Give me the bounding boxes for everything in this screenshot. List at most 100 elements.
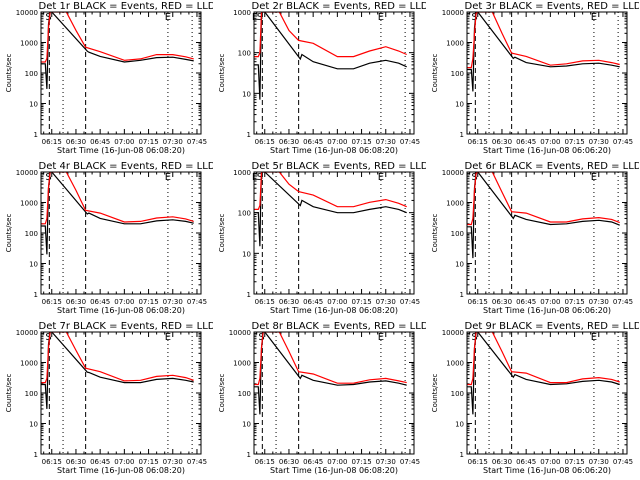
y-tick-label: 10000 — [442, 329, 464, 337]
series-group — [254, 332, 407, 415]
series-group — [254, 172, 407, 247]
x-tick-label: 07:00 — [114, 298, 134, 306]
y-tick-label: 10 — [29, 421, 38, 429]
x-tick-label: 07:15 — [138, 458, 158, 466]
x-axis-label: Start Time (16-Jun-08 06:08:20) — [57, 306, 185, 315]
panel-det-7r: Det 7r BLACK = Events, RED = LLD Counts/s… — [0, 320, 213, 480]
y-axis-label: Counts/sec — [431, 54, 439, 93]
y-tick-label: 100 — [238, 390, 251, 398]
plot-frame — [40, 11, 202, 135]
y-axis-label: Counts/sec — [5, 54, 13, 93]
y-axis-label: Counts/sec — [218, 374, 226, 413]
x-tick-label: 06:30 — [66, 138, 86, 146]
series-line-lld — [467, 172, 620, 226]
marker-letter: S — [257, 172, 263, 183]
x-tick-label: 07:15 — [564, 138, 584, 146]
x-axis-label: Start Time (16-Jun-08 06:08:20) — [270, 466, 398, 475]
x-tick-label: 06:45 — [516, 458, 536, 466]
y-tick-label: 10000 — [442, 9, 464, 17]
x-tick-label: 06:15 — [42, 458, 62, 466]
series-line-lld — [254, 332, 407, 386]
chart-svg: Det 2r BLACK = Events, RED = LLD Counts/s… — [218, 1, 426, 155]
y-tick-label: 10 — [29, 261, 38, 269]
y-tick-label: 1000 — [20, 40, 38, 48]
chart-title: Det 9r BLACK = Events, RED = LLD — [465, 321, 639, 332]
marker-letter: S — [45, 12, 51, 23]
x-tick-label: 07:15 — [138, 138, 158, 146]
x-tick-label: 06:45 — [303, 138, 323, 146]
series-line-lld — [41, 332, 194, 384]
plot-frame — [466, 11, 628, 135]
y-tick-label: 10 — [242, 421, 251, 429]
x-tick-label: 07:45 — [187, 458, 207, 466]
chart-svg: Det 5r BLACK = Events, RED = LLD Counts/s… — [218, 161, 426, 315]
x-tick-label: 07:00 — [540, 138, 560, 146]
chart-svg: Det 3r BLACK = Events, RED = LLD Counts/s… — [431, 1, 639, 155]
x-tick-label: 07:00 — [540, 298, 560, 306]
y-tick-label: 10000 — [16, 169, 38, 177]
marker-letter: S — [471, 12, 477, 23]
x-tick-label: 06:30 — [279, 138, 299, 146]
panel-det-2r: Det 2r BLACK = Events, RED = LLD Counts/s… — [213, 0, 426, 160]
y-tick-label: 1 — [34, 451, 38, 459]
x-tick-label: 06:45 — [303, 458, 323, 466]
x-tick-label: 06:15 — [468, 138, 488, 146]
marker-letter: E — [165, 172, 171, 183]
y-tick-label: 10 — [455, 101, 464, 109]
x-tick-label: 06:45 — [90, 298, 110, 306]
y-tick-label: 100 — [451, 230, 464, 238]
y-tick-label: 100 — [451, 70, 464, 78]
x-tick-label: 07:30 — [589, 458, 609, 466]
x-tick-label: 07:30 — [376, 298, 396, 306]
panel-det-3r: Det 3r BLACK = Events, RED = LLD Counts/s… — [426, 0, 639, 160]
y-tick-label: 100 — [25, 230, 38, 238]
y-tick-label: 1000 — [446, 360, 464, 368]
y-tick-label: 100 — [238, 50, 251, 58]
x-axis-label: Start Time (16-Jun-08 06:06:20) — [483, 146, 611, 155]
x-tick-label: 06:30 — [492, 458, 512, 466]
x-tick-label: 06:45 — [516, 138, 536, 146]
chart-title: Det 8r BLACK = Events, RED = LLD — [252, 321, 426, 332]
chart-title: Det 5r BLACK = Events, RED = LLD — [252, 161, 426, 172]
y-tick-label: 10 — [242, 90, 251, 98]
y-tick-label: 10000 — [16, 9, 38, 17]
x-tick-label: 06:45 — [90, 458, 110, 466]
chart-title: Det 2r BLACK = Events, RED = LLD — [252, 1, 426, 12]
x-tick-label: 07:15 — [351, 458, 371, 466]
y-tick-label: 10 — [29, 101, 38, 109]
y-tick-label: 1 — [460, 131, 464, 139]
plot-frame — [466, 331, 628, 455]
series-line-events — [254, 172, 407, 247]
series-line-events — [41, 172, 194, 255]
y-tick-label: 100 — [238, 210, 251, 218]
y-axis-label: Counts/sec — [218, 214, 226, 253]
series-line-events — [41, 12, 194, 89]
marker-letter: E — [591, 332, 597, 343]
x-tick-label: 07:15 — [564, 458, 584, 466]
x-tick-label: 07:45 — [187, 298, 207, 306]
y-tick-label: 10000 — [229, 329, 251, 337]
x-axis-label: Start Time (16-Jun-08 06:06:20) — [483, 306, 611, 315]
series-line-lld — [467, 332, 620, 386]
y-axis-label: Counts/sec — [431, 214, 439, 253]
x-tick-label: 06:45 — [303, 298, 323, 306]
panel-det-5r: Det 5r BLACK = Events, RED = LLD Counts/s… — [213, 160, 426, 320]
series-group — [41, 12, 194, 89]
x-axis-label: Start Time (16-Jun-08 06:08:20) — [57, 466, 185, 475]
y-tick-label: 1000 — [233, 360, 251, 368]
marker-letter: S — [257, 12, 263, 23]
series-group — [254, 12, 407, 100]
series-line-events — [467, 332, 620, 415]
series-line-lld — [254, 172, 407, 210]
x-tick-label: 07:00 — [540, 458, 560, 466]
chart-svg: Det 1r BLACK = Events, RED = LLD Counts/s… — [5, 1, 213, 155]
series-line-events — [254, 12, 407, 100]
y-axis-label: Counts/sec — [218, 54, 226, 93]
x-tick-label: 06:45 — [90, 138, 110, 146]
x-tick-label: 06:30 — [492, 138, 512, 146]
panel-det-6r: Det 6r BLACK = Events, RED = LLD Counts/s… — [426, 160, 639, 320]
series-group — [467, 172, 620, 259]
x-tick-label: 07:30 — [376, 138, 396, 146]
x-tick-label: 06:15 — [255, 298, 275, 306]
series-line-events — [41, 332, 194, 409]
